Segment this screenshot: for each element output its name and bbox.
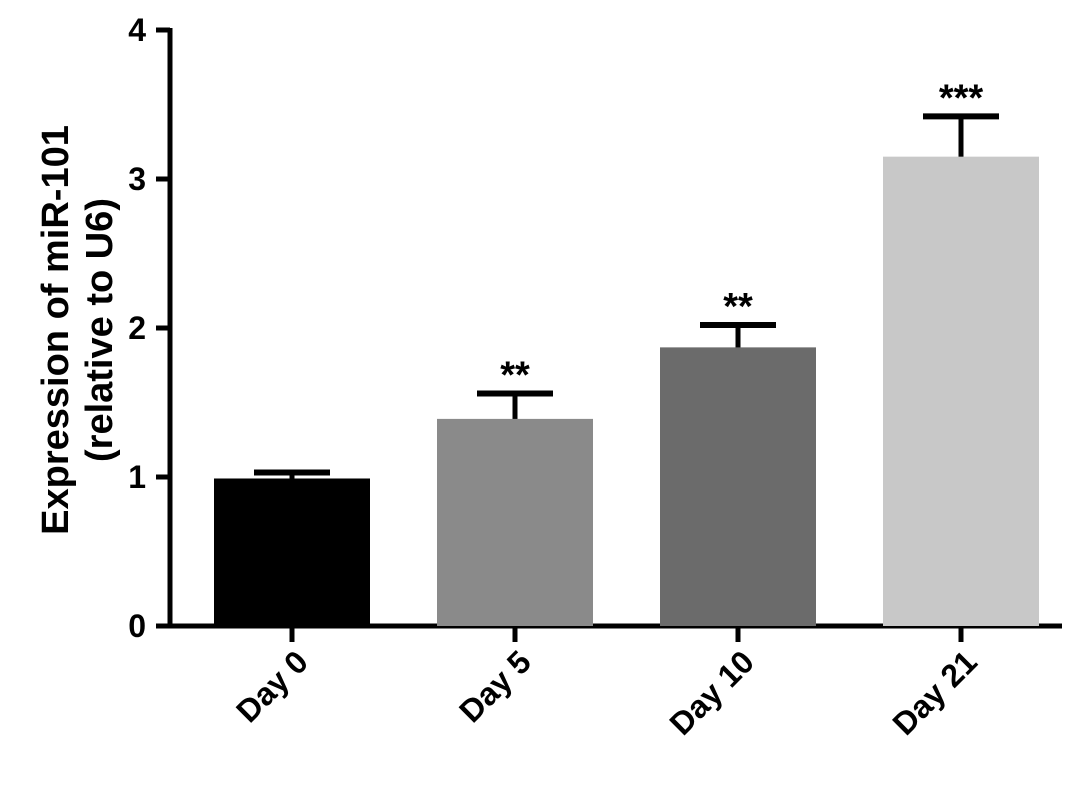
- x-tick-label: Day 10: [663, 643, 761, 741]
- y-axis-title-line2: (relative to U6): [79, 198, 121, 462]
- y-tick-label: 2: [128, 310, 146, 346]
- significance-label: ***: [939, 77, 984, 119]
- y-tick-label: 3: [128, 161, 146, 197]
- y-tick-label: 0: [128, 608, 146, 644]
- y-axis-title: Expression of miR-101 (relative to U6): [35, 125, 121, 535]
- x-tick-label: Day 0: [229, 643, 315, 729]
- bar: [883, 156, 1039, 626]
- x-tick-label: Day 5: [452, 643, 538, 729]
- y-axis-title-line1: Expression of miR-101: [35, 125, 77, 535]
- plot-area: 0 1 2 3 4 Day 0 Day 5 ** Day 10 ** Day 21 ***: [128, 12, 1062, 742]
- y-tick-label: 1: [128, 459, 146, 495]
- bar: [660, 347, 816, 626]
- significance-label: **: [500, 355, 530, 397]
- y-tick-label: 4: [128, 12, 146, 48]
- bar: [214, 478, 370, 626]
- significance-label: **: [723, 286, 753, 328]
- x-tick-label: Day 21: [886, 643, 984, 741]
- bar: [437, 418, 593, 626]
